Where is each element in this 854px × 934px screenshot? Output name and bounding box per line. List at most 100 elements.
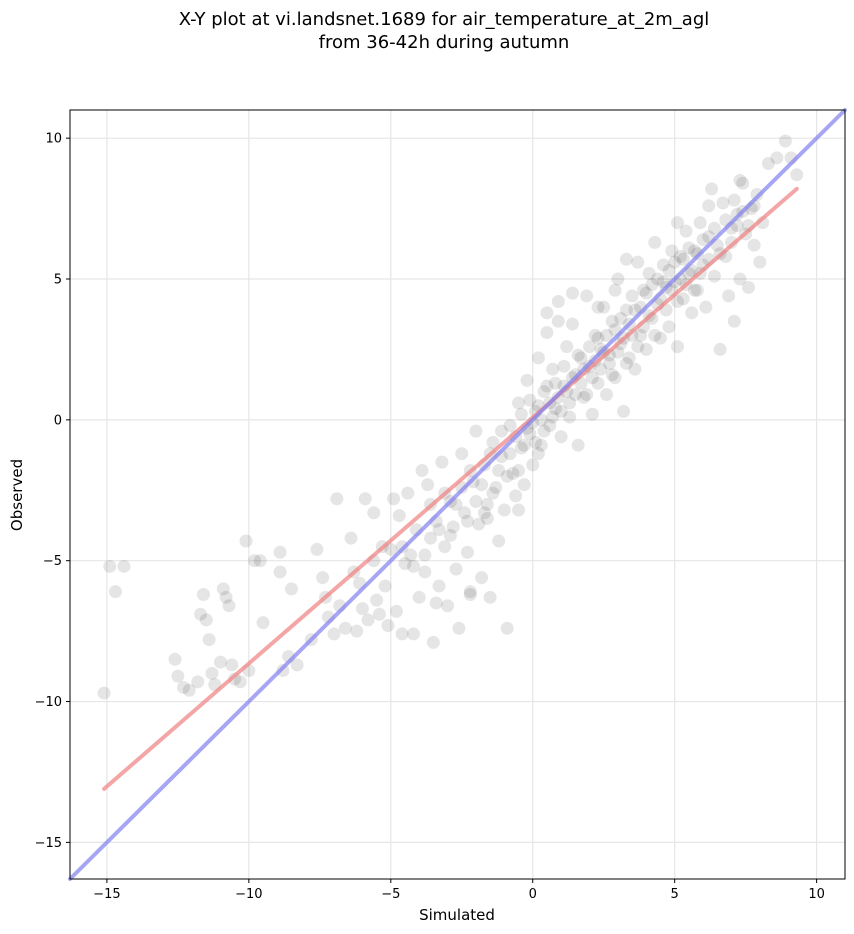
scatter-point <box>770 151 784 165</box>
scatter-point <box>778 134 792 148</box>
scatter-point <box>361 613 375 627</box>
scatter-point <box>517 478 531 492</box>
scatter-point <box>446 520 460 534</box>
x-tick-label: −10 <box>235 887 262 902</box>
scatter-point <box>585 371 599 385</box>
scatter-point <box>671 340 685 354</box>
scatter-point <box>614 311 628 325</box>
y-tick-label: −15 <box>35 836 62 851</box>
scatter-point <box>727 314 741 328</box>
scatter-point <box>565 317 579 331</box>
scatter-point <box>196 587 210 601</box>
scatter-point <box>617 404 631 418</box>
scatter-point <box>605 368 619 382</box>
scatter-point <box>548 376 562 390</box>
scatter-point <box>370 593 384 607</box>
scatter-point <box>628 362 642 376</box>
scatter-point <box>475 571 489 585</box>
scatter-point <box>483 590 497 604</box>
scatter-point <box>426 635 440 649</box>
scatter-point <box>679 224 693 238</box>
scatter-point <box>557 359 571 373</box>
scatter-point <box>551 314 565 328</box>
scatter-point <box>688 283 702 297</box>
scatter-point <box>685 306 699 320</box>
scatter-point <box>761 157 775 171</box>
scatter-point <box>514 407 528 421</box>
scatter-point <box>384 542 398 556</box>
scatter-point <box>477 506 491 520</box>
scatter-point <box>574 351 588 365</box>
scatter-point <box>645 278 659 292</box>
scatter-point <box>486 486 500 500</box>
scatter-point <box>693 216 707 230</box>
scatter-point <box>653 331 667 345</box>
scatter-point <box>611 272 625 286</box>
scatter-point <box>600 328 614 342</box>
scatter-point <box>537 424 551 438</box>
scatter-point <box>565 286 579 300</box>
y-tick-label: −5 <box>43 554 62 569</box>
scatter-point <box>177 680 191 694</box>
scatter-point <box>463 585 477 599</box>
scatter-point <box>696 233 710 247</box>
axis-ticks: −15 −10 −5 0 5 10 −15 −10 −5 0 5 10 <box>35 132 825 902</box>
scatter-point <box>537 385 551 399</box>
scatter-point <box>690 283 704 297</box>
scatter-point <box>733 272 747 286</box>
scatter-point <box>219 590 233 604</box>
scatter-point <box>378 579 392 593</box>
y-tick-label: −10 <box>35 695 62 710</box>
identity-line <box>68 108 847 881</box>
scatter-point <box>316 571 330 585</box>
scatter-point <box>543 418 557 432</box>
scatter-point <box>600 388 614 402</box>
scatter-point <box>534 438 548 452</box>
scatter-point <box>713 342 727 356</box>
scatter-point <box>387 492 401 506</box>
scatter-point <box>727 193 741 207</box>
scatter-point <box>458 506 472 520</box>
scatter-point <box>103 559 117 573</box>
x-tick-label: 5 <box>671 887 679 902</box>
scatter-point <box>108 585 122 599</box>
scatter-point <box>671 216 685 230</box>
scatter-point <box>455 447 469 461</box>
scatter-point <box>656 258 670 272</box>
scatter-point <box>554 404 568 418</box>
scatter-point <box>475 478 489 492</box>
scatter-point <box>449 562 463 576</box>
scatter-point <box>540 306 554 320</box>
scatter-point <box>563 410 577 424</box>
chart-title-line1: X-Y plot at vi.landsnet.1689 for air_tem… <box>179 9 710 30</box>
fit-lines <box>68 108 847 881</box>
scatter-point <box>239 534 253 548</box>
scatter-point <box>358 492 372 506</box>
scatter-point <box>486 435 500 449</box>
scatter-point <box>631 340 645 354</box>
scatter-point <box>591 376 605 390</box>
scatter-point <box>310 542 324 556</box>
scatter-point <box>497 503 511 517</box>
scatter-point <box>506 466 520 480</box>
scatter-point <box>651 272 665 286</box>
scatter-point <box>580 388 594 402</box>
scatter-point <box>429 596 443 610</box>
scatter-point <box>540 379 554 393</box>
scatter-point <box>605 314 619 328</box>
scatter-point <box>398 557 412 571</box>
x-axis-label: Simulated <box>419 906 495 924</box>
scatter-point <box>625 289 639 303</box>
scatter-point <box>117 559 131 573</box>
scatter-point <box>404 548 418 562</box>
scatter-point <box>583 340 597 354</box>
scatter-point <box>480 497 494 511</box>
scatter-point <box>460 514 474 528</box>
y-tick-label: 10 <box>45 132 62 147</box>
scatter-point <box>228 672 242 686</box>
scatter-point <box>668 255 682 269</box>
scatter-point <box>472 517 486 531</box>
x-tick-label: −15 <box>93 887 120 902</box>
scatter-point <box>344 531 358 545</box>
